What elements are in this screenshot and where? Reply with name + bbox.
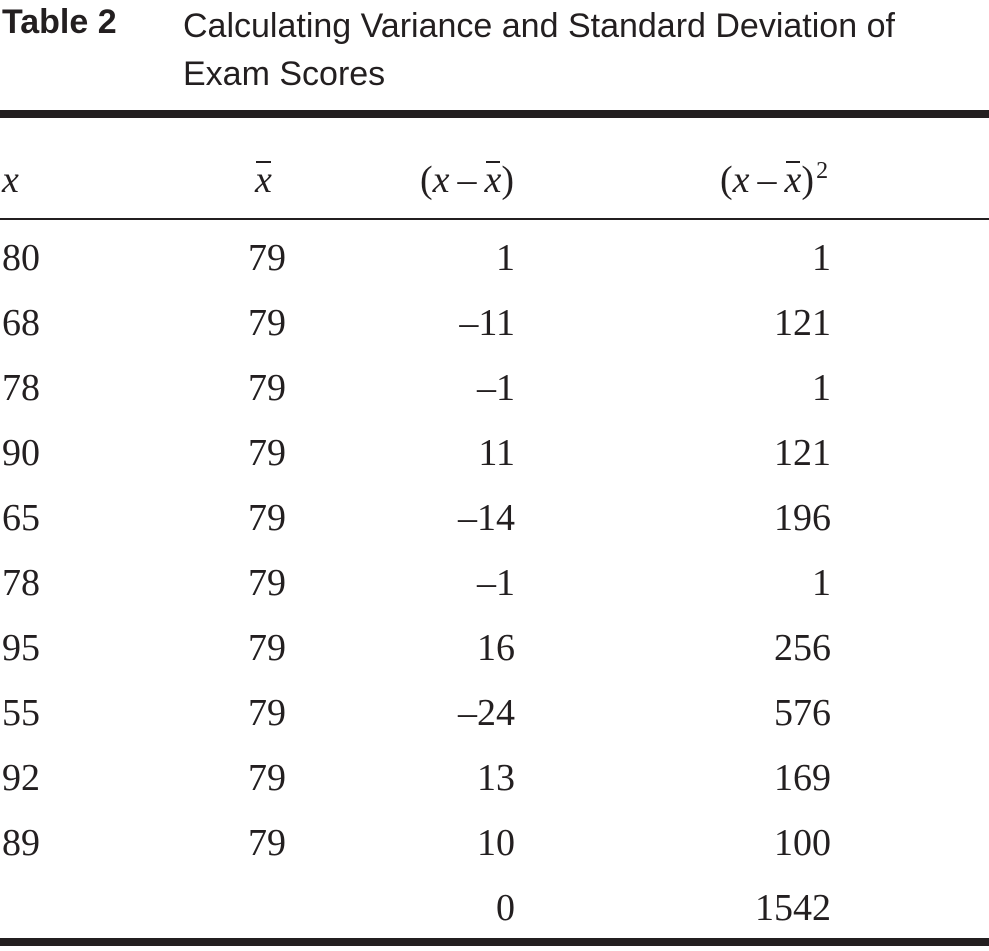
cell-x: 68 — [2, 302, 40, 344]
cell-deviation: 11 — [478, 432, 515, 474]
cell-squared-deviation: 256 — [774, 627, 831, 669]
header-squared-deviation: (x – x)2 — [720, 158, 828, 207]
cell-mean: 79 — [248, 497, 286, 539]
mean-symbol: x — [784, 159, 802, 201]
cell-deviation: 16 — [477, 627, 515, 669]
cell-mean: 79 — [248, 302, 286, 344]
cell-x: 80 — [2, 237, 40, 279]
cell-deviation: 1 — [496, 237, 515, 279]
close-paren: ) — [801, 159, 815, 201]
cell-deviation: –1 — [477, 562, 515, 604]
cell-mean: 79 — [248, 367, 286, 409]
cell-mean: 79 — [248, 237, 286, 279]
cell-deviation: –24 — [458, 692, 515, 734]
cell-squared-deviation: 1 — [812, 562, 831, 604]
x-symbol: x — [732, 159, 750, 201]
x-symbol: x — [432, 159, 450, 201]
cell-squared-deviation: 576 — [774, 692, 831, 734]
cell-x: 55 — [2, 692, 40, 734]
cell-x: 78 — [2, 562, 40, 604]
minus-sign: – — [757, 159, 777, 201]
cell-x: 89 — [2, 822, 40, 864]
header-mean: x — [255, 158, 272, 202]
header-deviation: (x – x) — [420, 158, 514, 202]
cell-x: 95 — [2, 627, 40, 669]
table-title: Calculating Variance and Standard Deviat… — [183, 7, 895, 93]
table-label: Table 2 — [2, 3, 117, 41]
cell-mean: 79 — [248, 757, 286, 799]
cell-mean: 79 — [248, 822, 286, 864]
exponent: 2 — [816, 158, 829, 184]
cell-mean: 79 — [248, 692, 286, 734]
open-paren: ( — [720, 159, 733, 201]
cell-squared-deviation: 169 — [774, 757, 831, 799]
cell-deviation: 10 — [477, 822, 515, 864]
cell-mean: 79 — [248, 562, 286, 604]
mean-symbol: x — [255, 159, 272, 201]
cell-deviation: 13 — [477, 757, 515, 799]
cell-squared-deviation: 121 — [774, 432, 831, 474]
cell-deviation: –1 — [477, 367, 515, 409]
cell-squared-deviation: 100 — [774, 822, 831, 864]
cell-x: 78 — [2, 367, 40, 409]
total-deviation: 0 — [496, 887, 515, 929]
top-rule — [0, 110, 989, 118]
header-rule — [0, 218, 989, 220]
minus-sign: – — [457, 159, 477, 201]
cell-mean: 79 — [248, 627, 286, 669]
header-x: x — [2, 159, 19, 201]
cell-x: 92 — [2, 757, 40, 799]
cell-squared-deviation: 1 — [812, 367, 831, 409]
open-paren: ( — [420, 159, 433, 201]
table-caption: Table 2 Calculating Variance and Standar… — [0, 0, 989, 100]
cell-squared-deviation: 196 — [774, 497, 831, 539]
total-squared-deviation: 1542 — [755, 887, 831, 929]
cell-mean: 79 — [248, 432, 286, 474]
cell-squared-deviation: 121 — [774, 302, 831, 344]
mean-symbol: x — [484, 159, 502, 201]
cell-x: 90 — [2, 432, 40, 474]
close-paren: ) — [501, 159, 515, 201]
cell-x: 65 — [2, 497, 40, 539]
bottom-rule — [0, 938, 989, 946]
cell-deviation: –14 — [458, 497, 515, 539]
cell-deviation: –11 — [459, 302, 515, 344]
cell-squared-deviation: 1 — [812, 237, 831, 279]
